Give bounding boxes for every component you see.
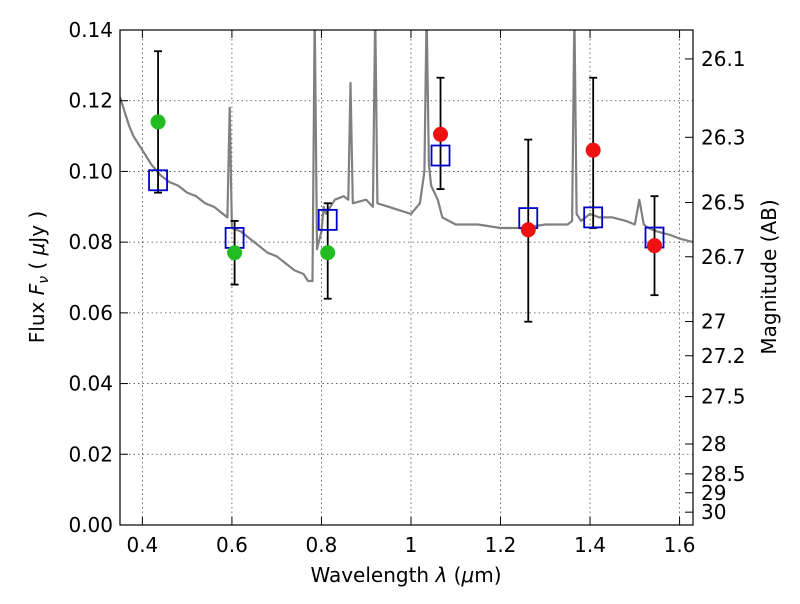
magnitude-tick-label: 28.5 [701, 462, 746, 486]
right-axis-title: Magnitude (AB) [757, 199, 781, 354]
observed-optical-point [227, 245, 243, 261]
magnitude-tick-label: 27.5 [701, 385, 746, 409]
x-ticks: 0.4 0.6 0.8 1 1.2 1.4 1.6 [126, 30, 695, 557]
magnitude-tick-label: 27.2 [701, 344, 746, 368]
y-tick-label: 0.06 [68, 301, 113, 325]
model-sed-line [120, 30, 693, 283]
model-photometry-marker [148, 169, 168, 192]
magnitude-tick-label: 26.3 [701, 125, 746, 149]
observed-nir-point [520, 222, 536, 238]
model-photometry-marker [583, 206, 604, 229]
magnitude-tick-label: 28 [701, 432, 726, 456]
x-tick-label: 1.2 [485, 533, 517, 557]
x-tick-label: 1 [405, 533, 418, 557]
x-tick-label: 0.4 [126, 533, 158, 557]
y-tick-label: 0.04 [68, 372, 113, 396]
observed-nir-point [585, 142, 601, 158]
y-axis-title: Flux Fν ( μJy ) [25, 211, 52, 343]
y-tick-label: 0.10 [68, 159, 113, 183]
magnitude-tick-label: 27 [701, 310, 726, 334]
magnitude-tick-label: 26.7 [701, 245, 746, 269]
errorbar-layer [154, 50, 659, 323]
model-photometry-marker [317, 208, 338, 231]
y-ticks: 0.00 0.02 0.04 0.06 0.08 0.10 0.12 0.14 [68, 18, 128, 537]
observed-nir-point [433, 126, 449, 142]
y-tick-label: 0.00 [68, 513, 113, 537]
plot-frame [119, 29, 694, 526]
magnitude-tick-label: 26.1 [701, 47, 746, 71]
x-tick-label: 1.6 [664, 533, 696, 557]
magnitude-tick-label: 26.5 [701, 191, 746, 215]
x-tick-label: 0.8 [306, 533, 338, 557]
x-tick-label: 0.6 [216, 533, 248, 557]
magnitude-tick-label: 29 [701, 481, 726, 505]
observed-optical-point [320, 245, 336, 261]
x-axis-title: Wavelength λ (μm) [310, 563, 501, 587]
y-tick-label: 0.12 [68, 89, 113, 113]
observed-nir-point [647, 238, 663, 254]
model-sed-layer [120, 30, 693, 283]
observed-optical-point [150, 114, 166, 130]
y-tick-label: 0.14 [68, 18, 113, 42]
magnitude-tick-label: 30 [701, 500, 726, 524]
model-photometry-marker [430, 144, 451, 167]
grid [120, 30, 693, 525]
x-tick-label: 1.4 [574, 533, 606, 557]
points-layer [148, 114, 665, 261]
y-tick-label: 0.08 [68, 230, 113, 254]
y-tick-label: 0.02 [68, 442, 113, 466]
